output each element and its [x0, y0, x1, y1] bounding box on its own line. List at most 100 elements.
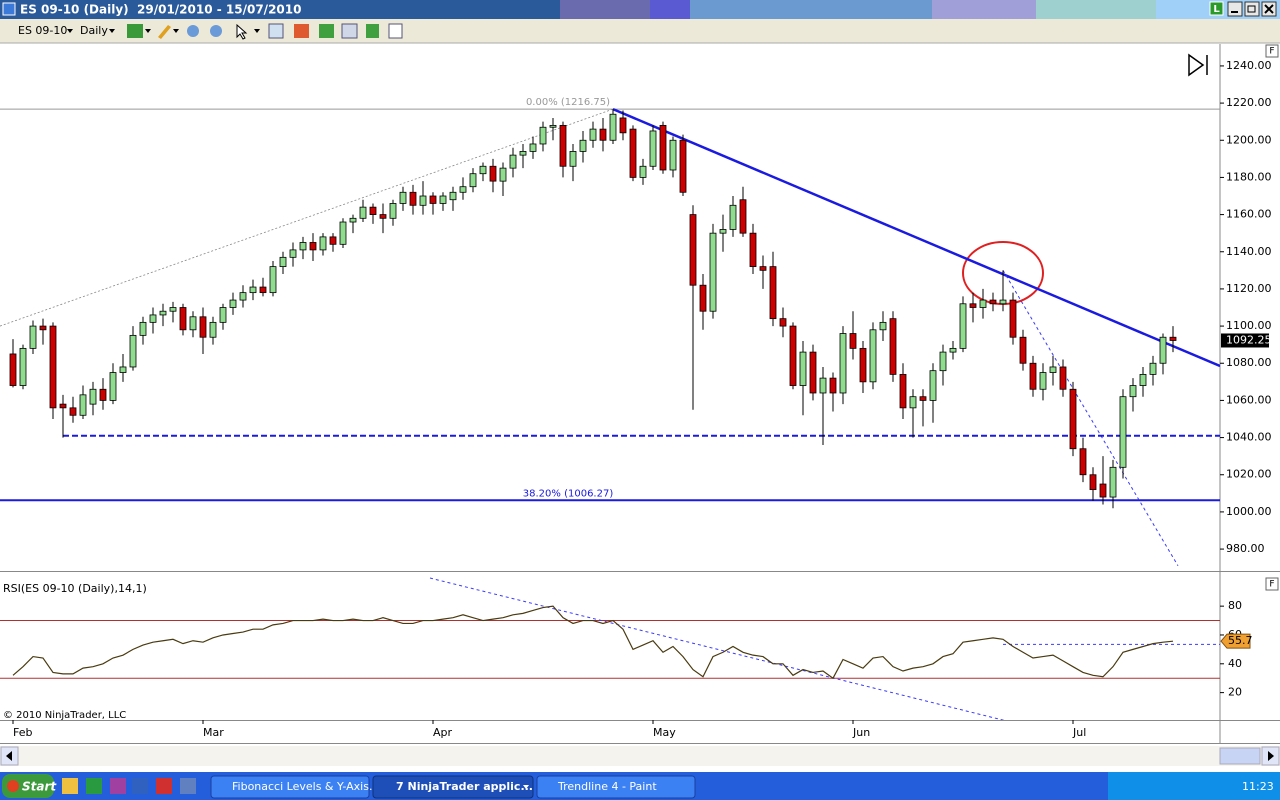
y-tick-label: 1120.00 [1226, 282, 1272, 295]
rsi-tag-label: 55.7 [1228, 634, 1253, 647]
candle-body [129, 334, 137, 368]
candle-body [1099, 483, 1107, 498]
candle-body [309, 242, 317, 251]
panel-button[interactable] [1265, 44, 1279, 58]
y-tick-label: 40 [1228, 657, 1242, 670]
y-tick-label: 1140.00 [1226, 245, 1272, 258]
candle-body [709, 232, 717, 312]
candle-body [329, 236, 337, 245]
quick-launch[interactable] [132, 778, 148, 794]
candle-body [659, 124, 667, 171]
y-tick-label: 80 [1228, 599, 1242, 612]
x-tick-label: Jun [852, 726, 870, 739]
candle-body [109, 372, 117, 401]
copyright: © 2010 NinjaTrader, LLC [3, 710, 126, 721]
candle-body [879, 321, 887, 331]
candle-body [119, 366, 127, 373]
candle-body [509, 154, 517, 169]
candle-body [1069, 388, 1077, 450]
candle-body [339, 221, 347, 245]
task-button[interactable] [210, 775, 370, 799]
candle-body [399, 191, 407, 204]
task-button[interactable] [372, 775, 534, 799]
quick-launch[interactable] [86, 778, 102, 794]
candle-body [619, 117, 627, 134]
candle-body [579, 139, 587, 152]
candle-body [689, 214, 697, 286]
candle-body [449, 191, 457, 201]
candle-body [869, 329, 877, 383]
task-button[interactable] [536, 775, 696, 799]
start-button[interactable] [2, 774, 54, 798]
candle-body [559, 124, 567, 167]
candle-body [989, 299, 997, 305]
fib-label: 0.00% (1216.75) [526, 97, 610, 108]
end-of-chart-button[interactable] [1188, 53, 1208, 77]
candle-body [859, 347, 867, 383]
candle-body [529, 143, 537, 152]
quick-launch[interactable] [62, 778, 78, 794]
candle-body [539, 126, 547, 145]
candle-body [809, 351, 817, 394]
candle-body [229, 299, 237, 308]
panel-button-label: F [1269, 47, 1274, 57]
candle-body [889, 318, 897, 375]
y-tick-label: 1160.00 [1226, 208, 1272, 221]
y-tick-label: 20 [1228, 686, 1242, 699]
x-tick-label: Feb [13, 726, 32, 739]
candle-body [289, 249, 297, 258]
candle-body [919, 396, 927, 401]
candle-body [519, 151, 527, 156]
candle-body [259, 286, 267, 294]
candle-body [189, 316, 197, 331]
price-panel: 0.00% (1216.75) 38.20% (1006.27) [0, 97, 1220, 567]
candle-body [99, 388, 107, 401]
indicator-label: RSI(ES 09-10 (Daily),14,1) [3, 582, 147, 595]
candle-body [939, 351, 947, 372]
x-tick-label: Jul [1072, 726, 1086, 739]
candle-body [999, 299, 1007, 305]
axes: 980.00 1000.00 1020.00 1040.00 1060.00 1080.0… [12, 59, 1272, 739]
toolbar-icons[interactable] [127, 23, 403, 40]
y-tick-label: 980.00 [1226, 542, 1265, 555]
scrollbar[interactable] [0, 746, 1280, 766]
chart-background [0, 44, 1280, 744]
quick-launch[interactable] [156, 778, 172, 794]
candle-body [1139, 373, 1147, 386]
candle-body [1119, 396, 1127, 468]
task-label: Trendline 4 - Paint [557, 780, 657, 793]
candle-body [29, 325, 37, 349]
task-label: 7 NinjaTrader applic... [396, 780, 533, 793]
trendline [612, 107, 1220, 368]
y-tick-label: 1060.00 [1226, 393, 1272, 406]
minimize-button[interactable] [1227, 1, 1243, 17]
candle-body [649, 130, 657, 167]
candle-body [69, 407, 77, 416]
quick-launch[interactable] [110, 778, 126, 794]
candle-body [499, 167, 507, 182]
candle-body [319, 236, 327, 251]
window-title: ES 09-10 (Daily) 29/01/2010 - 15/07/2010 [20, 3, 301, 17]
instrument-selector[interactable]: ES 09-10 [18, 24, 67, 37]
candle-body [1019, 336, 1027, 364]
candle-body [969, 303, 977, 308]
candle-body [1169, 336, 1177, 341]
system-tray [1108, 772, 1280, 800]
window-button-label: L [1213, 4, 1220, 15]
panel-button[interactable] [1265, 577, 1279, 591]
candle-body [209, 321, 217, 338]
y-tick-label: 1100.00 [1226, 319, 1272, 332]
interval-selector[interactable]: Daily [80, 24, 108, 37]
restore-button[interactable] [1244, 1, 1260, 17]
window-button[interactable] [1209, 1, 1224, 16]
candle-body [839, 333, 847, 394]
candle-body [369, 206, 377, 215]
candle-body [739, 199, 747, 234]
candle-body [719, 229, 727, 234]
candle-body [779, 318, 787, 327]
price-tag-label: 1092.25 [1226, 333, 1272, 346]
candle-body [469, 173, 477, 188]
candle-body [219, 307, 227, 323]
y-tick-label: 1040.00 [1226, 431, 1272, 444]
quick-launch[interactable] [180, 778, 196, 794]
